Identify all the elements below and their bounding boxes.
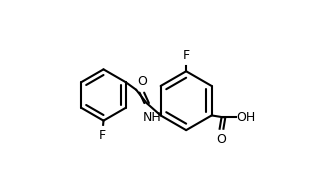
Text: O: O [217, 133, 227, 146]
Text: OH: OH [237, 111, 256, 124]
Text: O: O [137, 75, 147, 89]
Text: F: F [183, 49, 190, 62]
Text: NH: NH [143, 111, 161, 124]
Text: F: F [99, 129, 106, 142]
